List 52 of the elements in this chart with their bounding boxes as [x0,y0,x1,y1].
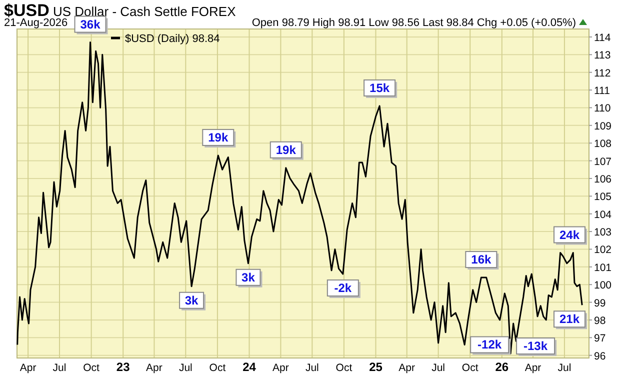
x-tick-label: Apr [524,362,542,374]
annotation: -12k [478,338,502,352]
y-tick-label: 101 [594,262,612,274]
annotation: 21k [559,312,580,326]
x-tick-label: Jul [178,362,192,374]
x-tick-label: Apr [272,362,290,374]
x-tick-label: Oct [209,362,226,374]
x-tick-label: Jul [305,362,319,374]
y-tick-label: 110 [594,102,611,115]
y-tick-label: 111 [594,85,610,98]
annotation: 15k [370,80,390,95]
y-tick-label: 106 [594,173,612,186]
x-tick-label: 23 [116,360,130,374]
x-tick-label: Jul [558,362,572,374]
annotation: 16k [471,252,492,267]
chart-subtitle: 21-Aug-2026 [4,17,68,29]
x-tick-label: Apr [146,362,163,374]
annotation: 24k [559,228,580,242]
annotation: 19k [276,142,296,157]
y-tick-label: 105 [594,191,612,204]
x-tick-label: 24 [242,360,256,374]
text: Open 98.79 High 98.91 Low 98.56 Last 98.84 Chg +0.05 (+0.05%) [252,17,576,29]
annotation: 3k [242,270,256,284]
y-tick-label: 109 [594,120,612,132]
x-tick-label: Oct [336,362,352,374]
y-tick-label: 96 [594,350,606,362]
annotation: 3k [184,293,199,308]
x-tick-label: 25 [369,360,383,374]
y-tick-label: 97 [594,332,606,345]
annotation: 19k [208,130,228,144]
y-tick-label: 102 [594,244,612,256]
y-tick-label: 113 [594,50,611,62]
x-tick-label: 26 [495,360,509,374]
x-tick-label: Apr [20,362,37,374]
y-tick-label: 103 [594,226,612,239]
y-tick-label: 112 [594,67,611,80]
legend-label: $USD (Daily) 98.84 [125,33,220,45]
x-tick-label: Jul [52,362,66,374]
x-tick-label: Oct [83,362,100,374]
x-tick-label: Jul [432,362,446,374]
x-tick-label: Apr [398,362,416,374]
annotation: 36k [80,17,101,32]
annotation: -2k [334,280,352,295]
y-tick-label: 100 [594,280,612,292]
y-tick-label: 108 [594,138,612,150]
y-tick-label: 114 [594,32,611,44]
x-tick-label: Oct [462,362,478,374]
y-tick-label: 99 [594,297,606,310]
annotation: -13k [524,339,548,353]
y-tick-label: 98 [594,314,606,327]
y-tick-label: 104 [594,208,612,221]
y-tick-label: 107 [594,156,612,168]
